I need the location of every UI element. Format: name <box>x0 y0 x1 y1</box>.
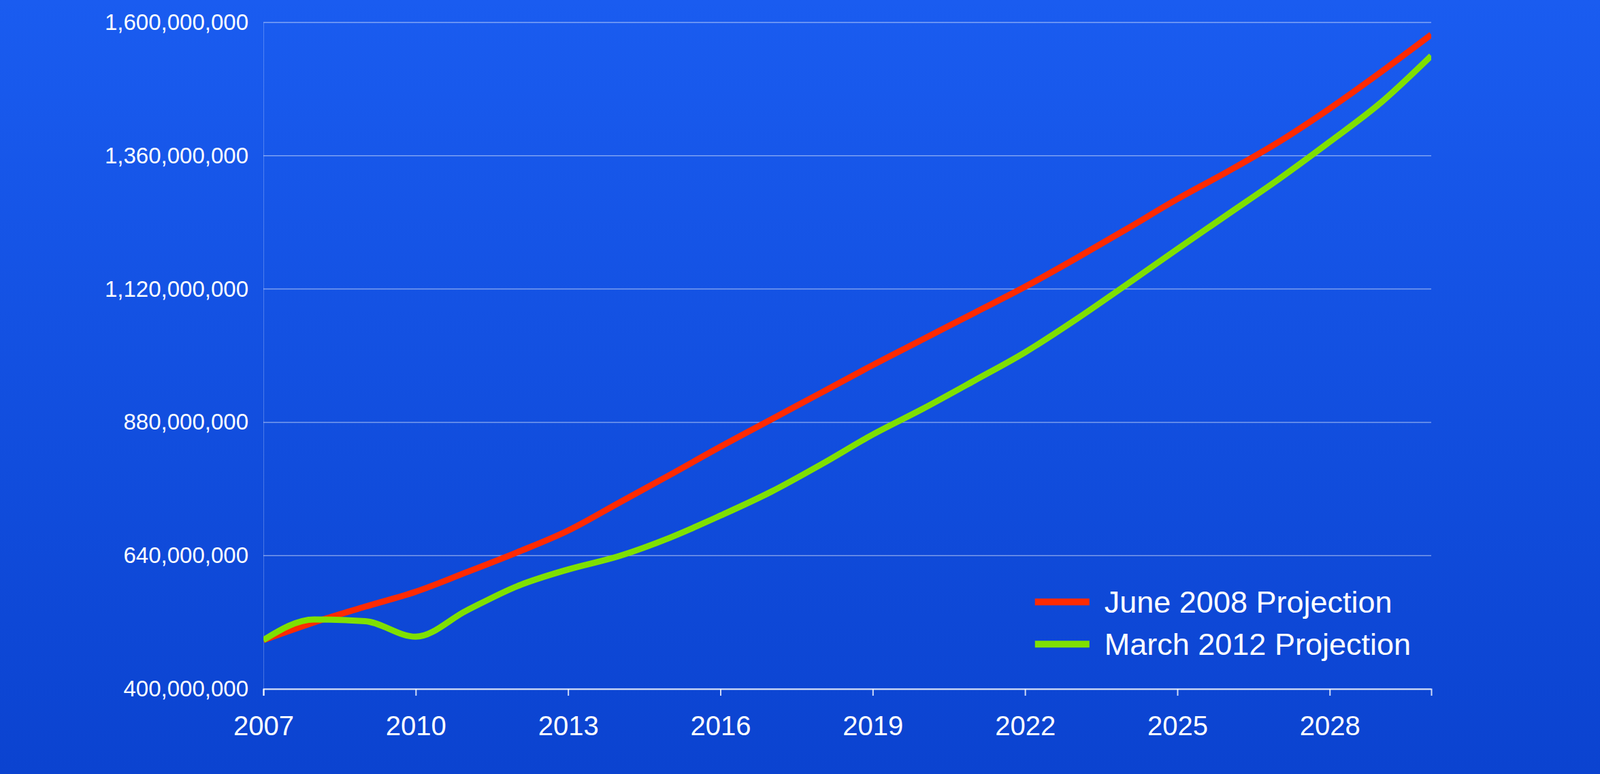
y-tick-label: 1,600,000,000 <box>104 9 249 35</box>
y-axis-line <box>263 23 265 690</box>
x-tick-label: 2028 <box>1299 710 1361 741</box>
y-axis: 400,000,000 640,000,000 880,000,000 1,120,0… <box>104 9 265 701</box>
x-tick: 2019 <box>842 688 904 741</box>
y-tick: 880,000,000 <box>123 409 264 435</box>
plot: 400,000,000 640,000,000 880,000,000 1,120,0… <box>104 9 1432 741</box>
x-tick-mark <box>1024 688 1027 696</box>
y-tick: 400,000,000 <box>123 675 264 701</box>
y-tick: 1,600,000,000 <box>104 9 264 35</box>
y-tick-label: 1,120,000,000 <box>104 276 249 302</box>
lines <box>263 34 1432 640</box>
x-tick-mark <box>872 688 874 696</box>
x-tick-label: 2025 <box>1147 710 1208 741</box>
grid-line <box>263 21 1432 24</box>
legend-item: June 2008 Projection <box>1035 584 1393 620</box>
chart: 400,000,000 640,000,000 880,000,000 1,120,0… <box>0 0 1600 774</box>
legend-swatch <box>1035 598 1090 606</box>
x-tick-label: 2016 <box>690 710 751 741</box>
grid-line <box>263 554 1432 557</box>
x-tick-mark <box>263 688 265 696</box>
legend-swatch <box>1035 640 1090 648</box>
series-line <box>263 55 1432 640</box>
x-tick-mark <box>720 688 722 696</box>
grid <box>263 22 1432 689</box>
x-tick: 2025 <box>1147 688 1208 741</box>
y-tick: 1,360,000,000 <box>104 142 264 169</box>
x-tick-mark <box>1176 688 1179 696</box>
y-tick: 1,120,000,000 <box>104 276 264 302</box>
x-tick: 2016 <box>690 688 751 741</box>
x-tick-mark <box>415 688 417 696</box>
x-tick: 2010 <box>385 688 447 741</box>
x-tick-label: 2007 <box>233 710 295 741</box>
x-tick-label: 2013 <box>538 710 599 741</box>
y-tick-label: 880,000,000 <box>123 409 249 435</box>
series-line <box>263 34 1432 640</box>
grid-line <box>263 421 1432 424</box>
legend-label: March 2012 Projection <box>1104 626 1411 662</box>
x-tick-mark <box>1329 688 1331 696</box>
x-tick: 2028 <box>1299 688 1361 741</box>
x-tick-label: 2022 <box>994 710 1056 741</box>
grid-line <box>263 288 1432 290</box>
x-tick: 2013 <box>538 688 599 741</box>
y-tick-label: 640,000,000 <box>123 542 249 568</box>
legend: June 2008 Projection March 2012 Projectio… <box>1035 584 1411 662</box>
x-axis-line <box>264 689 1432 697</box>
y-tick-label: 1,360,000,000 <box>104 142 249 169</box>
background <box>0 0 1600 774</box>
x-tick-label: 2010 <box>385 710 447 741</box>
x-axis: 2007 2010 2013 2016 2019 2022 2025 2028 <box>233 688 1432 741</box>
x-tick: 2007 <box>233 688 295 741</box>
y-tick: 640,000,000 <box>123 542 264 568</box>
legend-item: March 2012 Projection <box>1035 626 1411 662</box>
y-tick-label: 400,000,000 <box>123 675 249 701</box>
x-tick-mark <box>567 688 569 696</box>
legend-label: June 2008 Projection <box>1104 584 1393 620</box>
x-tick-label: 2019 <box>842 710 904 741</box>
x-tick: 2022 <box>994 688 1056 741</box>
